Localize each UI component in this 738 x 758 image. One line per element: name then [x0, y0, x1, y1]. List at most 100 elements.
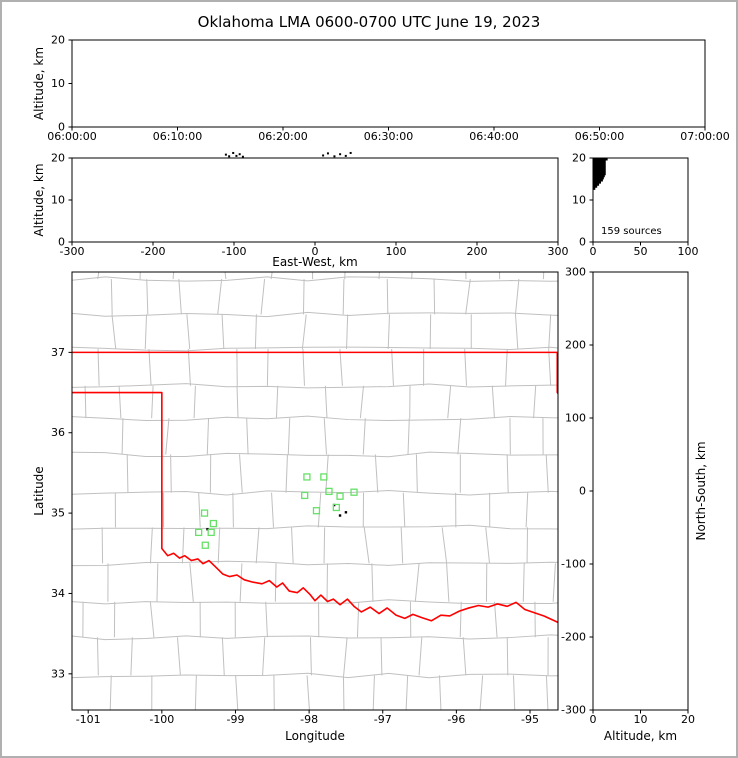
source-point: [344, 154, 347, 157]
county-line: [224, 272, 227, 280]
county-line: [97, 349, 100, 386]
county-line: [464, 349, 468, 386]
station-marker: [312, 507, 321, 515]
county-line: [262, 637, 266, 676]
ew_height-xlabel: East-West, km: [272, 255, 358, 269]
county-line: [221, 314, 225, 350]
county-line: [491, 385, 495, 419]
county-line: [217, 279, 223, 315]
county-line: [542, 272, 545, 280]
county-line: [72, 311, 558, 318]
time_height-x-tick-label: 06:00:00: [47, 130, 96, 143]
county-line: [513, 675, 516, 710]
ns_height-axes: 0 10 20 -300 -200 -100 0 100 200 300 Altitude, km N…: [561, 266, 708, 744]
county-line: [465, 279, 471, 315]
county-line: [411, 272, 413, 280]
county-line: [339, 348, 343, 386]
county-line: [177, 637, 181, 676]
ew_height-x-tick-label: 0: [312, 245, 319, 258]
county-line: [170, 454, 172, 493]
county-line: [612, 527, 616, 563]
altitude_histogram-axes: 0 50 100 0 10 20: [572, 152, 699, 259]
ns_height-frame: [592, 271, 689, 711]
county-line: [265, 601, 268, 638]
county-line: [581, 349, 583, 386]
county-line: [109, 675, 112, 710]
ew_height-ylabel: Altitude, km: [32, 163, 46, 236]
county-line: [343, 637, 348, 676]
county-line: [505, 349, 508, 386]
time_height-y-tick-label: 20: [51, 34, 65, 47]
station-marker: [301, 491, 309, 500]
ew_height-axes: -300 -200 -100 0 100 200 300 0 10 20 East-West, km…: [32, 152, 569, 270]
county-line: [165, 418, 170, 455]
county-line: [193, 385, 196, 419]
altitude-histogram: [592, 157, 608, 190]
county-line: [235, 675, 239, 710]
county-line: [130, 637, 133, 676]
county-line: [494, 601, 498, 638]
county-line: [198, 492, 201, 528]
ns_height-y-tick-label: 0: [579, 485, 586, 498]
plan_view-x-tick-label: -96: [447, 713, 465, 726]
county-line: [72, 524, 558, 530]
county-line: [548, 349, 552, 386]
county-line: [65, 716, 592, 719]
county-line: [371, 563, 374, 602]
county-line: [236, 385, 239, 419]
source-point: [235, 154, 238, 157]
source-point: [232, 151, 235, 154]
source-point: [322, 154, 325, 157]
county-line: [301, 314, 307, 350]
county-line: [178, 279, 182, 315]
county-line: [118, 385, 122, 419]
county-line: [96, 637, 99, 676]
county-line: [342, 279, 345, 315]
county-line: [499, 272, 501, 280]
county-line: [346, 314, 349, 350]
state-border: [556, 352, 558, 395]
county-line: [206, 418, 210, 455]
plan_view-x-tick-label: -97: [374, 713, 392, 726]
county-line: [525, 492, 529, 528]
county-line: [506, 637, 509, 676]
county-line: [533, 385, 537, 419]
county-line: [221, 637, 225, 676]
county-line: [306, 675, 310, 710]
altitude_histogram-y-tick-label: 0: [579, 236, 586, 249]
county-line: [271, 492, 274, 528]
county-line: [111, 314, 117, 350]
altitude_histogram-frame: [592, 157, 689, 243]
plan_view-ylabel: Latitude: [32, 466, 46, 515]
source-point: [228, 155, 231, 158]
county-line: [441, 527, 448, 564]
county-line: [139, 272, 141, 280]
county-line: [72, 634, 558, 641]
source-point: [333, 155, 336, 158]
altitude_histogram-x-tick-label: 100: [678, 245, 699, 258]
county-line: [287, 418, 291, 455]
county-line: [545, 454, 549, 493]
county-line: [356, 601, 360, 638]
plan_view-y-tick-label: 33: [51, 667, 65, 680]
ns_height-x-tick-label: 0: [590, 713, 597, 726]
county-line: [615, 602, 618, 638]
county-line: [72, 415, 558, 422]
ns_height-y-tick-label: 300: [565, 266, 586, 279]
county-line: [239, 563, 243, 602]
source-point: [241, 155, 244, 158]
county-line: [273, 675, 275, 710]
ew_height-x-tick-label: 200: [467, 245, 488, 258]
county-line: [302, 349, 305, 386]
county-line: [610, 386, 612, 418]
county-line: [121, 418, 124, 455]
county-line: [126, 454, 129, 493]
altitude_histogram-x-tick-label: 50: [634, 245, 648, 258]
ns_height-xlabel: Altitude, km: [604, 729, 677, 743]
source-dot: [206, 527, 209, 531]
station-marker: [336, 492, 344, 500]
county-line: [522, 563, 525, 602]
county-line: [260, 279, 266, 315]
county-line: [270, 272, 273, 280]
